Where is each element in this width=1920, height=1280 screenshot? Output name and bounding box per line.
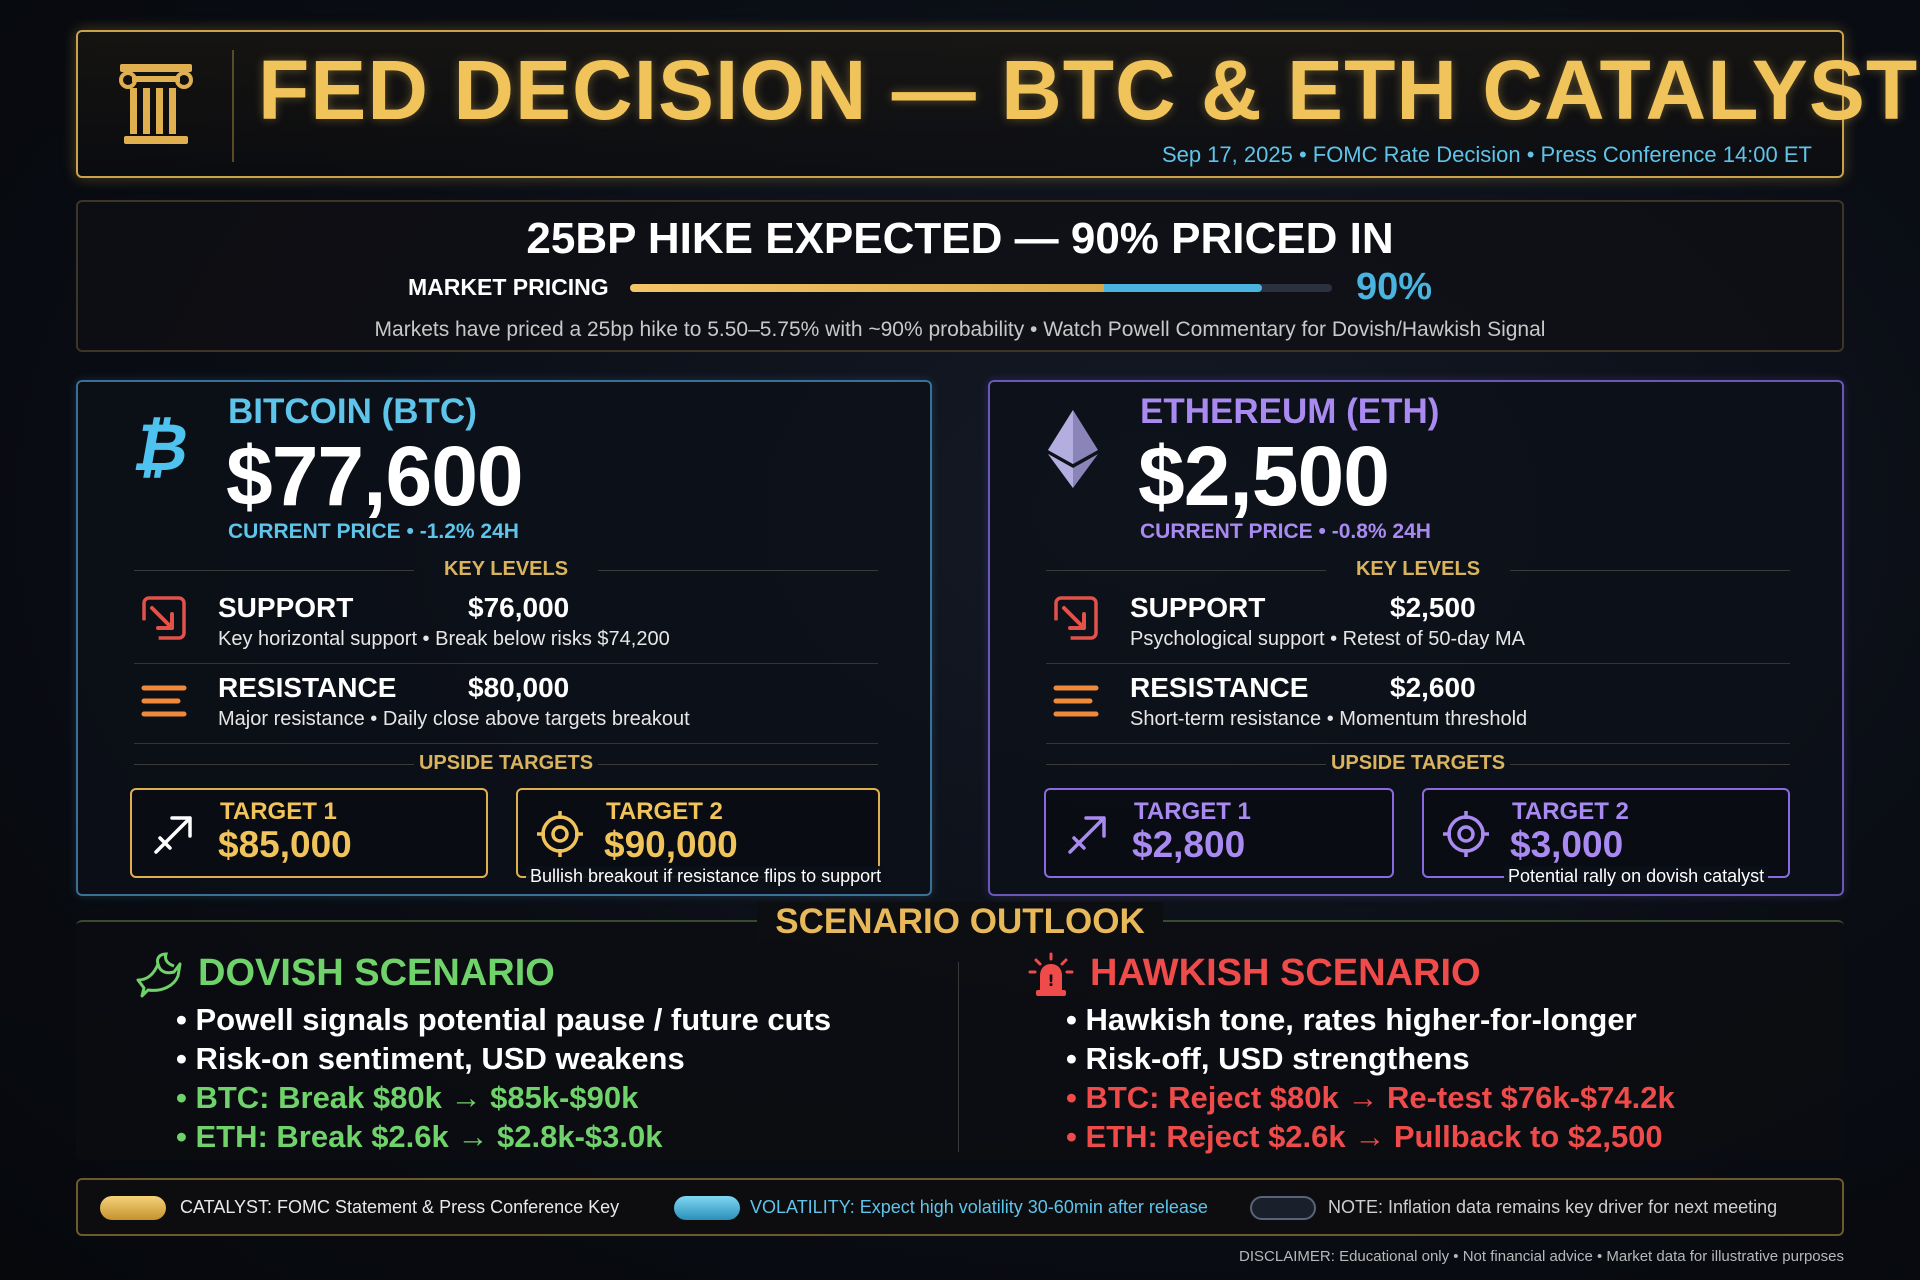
page-subtitle: Sep 17, 2025 • FOMC Rate Decision • Pres… [1161,142,1812,167]
btc-price: $77,600 [226,429,524,523]
lines-icon [1053,685,1099,717]
scenario-outlook-title-text: SCENARIO OUTLOOK [757,902,1163,941]
legend-bar: CATALYST: FOMC Statement & Press Confere… [76,1178,1844,1236]
legend-note: NOTE: Inflation data remains key driver … [1328,1197,1778,1217]
ethereum-icon [1048,410,1098,488]
list-item: Risk-off, USD strengthens [1066,1039,1675,1078]
pillar-icon [119,64,193,144]
btc-current-price-label: CURRENT PRICE • -1.2% 24H [228,520,519,543]
btc-target-2-note: Bullish breakout if resistance flips to … [526,866,886,887]
btc-upside-targets-label: UPSIDE TARGETS [134,752,878,775]
note-pill [1250,1196,1316,1220]
eth-support-desc: Psychological support • Retest of 50-day… [1130,628,1525,650]
list-item: ETH: Reject $2.6k → Pullback to $2,500 [1066,1117,1675,1156]
legend-catalyst: CATALYST: FOMC Statement & Press Confere… [180,1197,620,1217]
btc-resistance-name: RESISTANCE [218,672,397,703]
eth-target-2: TARGET 2 $3,000 Potential rally on dovis… [1422,788,1790,887]
eth-resistance-value: $2,600 [1390,672,1476,703]
btc-key-levels-label: KEY LEVELS [134,558,878,581]
pricing-progress-fill-gold [630,284,1104,292]
btc-name: BITCOIN (BTC) [228,392,477,431]
dovish-scenario-list: Powell signals potential pause / future … [176,1000,831,1156]
eth-price: $2,500 [1138,429,1390,523]
list-item: Hawkish tone, rates higher-for-longer [1066,1000,1675,1039]
eth-target-1-value: $2,800 [1132,824,1246,865]
bitcoin-icon: ₿ [128,408,195,485]
btc-target-1-value: $85,000 [218,824,352,865]
crosshair-target-icon [537,811,583,857]
eth-upside-targets-label: UPSIDE TARGETS [1046,752,1790,775]
btc-target-2-name: TARGET 2 [606,798,723,825]
dove-icon [136,952,182,998]
eth-panel: ETHEREUM (ETH) $2,500 CURRENT PRICE • -0… [988,380,1844,896]
row-divider [1046,743,1790,744]
row-divider [134,743,878,744]
page-title: FED DECISION — BTC & ETH CATALYST [258,43,1919,137]
eth-resistance-desc: Short-term resistance • Momentum thresho… [1130,708,1528,730]
btc-panel: ₿ BITCOIN (BTC) $77,600 CURRENT PRICE • … [76,380,932,896]
eth-current-price-label: CURRENT PRICE • -0.8% 24H [1140,520,1431,543]
eth-target-1: TARGET 1 $2,800 [1044,788,1394,878]
hawkish-scenario-list: Hawkish tone, rates higher-for-longer Ri… [1066,1000,1675,1156]
disclaimer: DISCLAIMER: Educational only • Not finan… [1239,1248,1844,1265]
btc-resistance-desc: Major resistance • Daily close above tar… [218,708,690,730]
svg-text:!: ! [1047,971,1054,990]
volatility-pill [674,1196,740,1220]
btc-support-desc: Key horizontal support • Break below ris… [218,628,670,650]
list-item: Risk-on sentiment, USD weakens [176,1039,831,1078]
btc-support-value: $76,000 [468,592,570,623]
eth-support-value: $2,500 [1390,592,1476,623]
alarm-icon: ! [1028,952,1074,996]
trend-up-arrow-icon [154,816,192,854]
pricing-value: 90% [1356,266,1433,308]
list-item: Powell signals potential pause / future … [176,1000,831,1039]
eth-resistance-name: RESISTANCE [1130,672,1309,703]
scenario-outlook-title: SCENARIO OUTLOOK [76,902,1844,962]
header-divider [232,50,234,162]
arrow-down-right-icon [142,596,186,640]
pricing-headline: 25BP HIKE EXPECTED — 90% PRICED IN [526,214,1394,263]
eth-target-2-value: $3,000 [1510,824,1624,865]
trend-up-arrow-icon [1068,816,1106,854]
eth-name: ETHEREUM (ETH) [1140,392,1440,431]
header-banner: FED DECISION — BTC & ETH CATALYST Sep 17… [76,30,1919,178]
pricing-label: MARKET PRICING [408,274,609,300]
eth-target-2-name: TARGET 2 [1512,798,1629,825]
row-divider [1046,663,1790,664]
market-pricing-panel: 25BP HIKE EXPECTED — 90% PRICED IN MARKE… [76,200,1844,352]
eth-target-1-name: TARGET 1 [1134,798,1251,825]
catalyst-pill [100,1196,166,1220]
btc-target-2: TARGET 2 $90,000 Bullish breakout if res… [516,788,886,887]
btc-target-1-name: TARGET 1 [220,798,337,825]
svg-text:₿: ₿ [128,408,195,485]
lines-icon [141,685,187,717]
list-item: BTC: Break $80k → $85k-$90k [176,1078,831,1117]
pricing-progress-fill-blue [1104,284,1262,292]
pricing-progress-bar [630,284,1332,292]
arrow-down-right-icon [1054,596,1098,640]
hawkish-scenario-title: HAWKISH SCENARIO [1090,952,1481,994]
btc-resistance-value: $80,000 [468,672,570,703]
btc-target-1: TARGET 1 $85,000 [130,788,488,878]
btc-support-name: SUPPORT [218,592,354,623]
dovish-scenario-title: DOVISH SCENARIO [198,952,555,994]
row-divider [134,663,878,664]
legend-volatility: VOLATILITY: Expect high volatility 30-60… [750,1197,1208,1217]
scenario-outlook-panel: SCENARIO OUTLOOK DOVISH SCENARIO Powell … [76,902,1844,1160]
btc-target-2-value: $90,000 [604,824,738,865]
pricing-note: Markets have priced a 25bp hike to 5.50–… [374,318,1546,341]
eth-support-name: SUPPORT [1130,592,1266,623]
list-item: ETH: Break $2.6k → $2.8k-$3.0k [176,1117,831,1156]
eth-key-levels-label: KEY LEVELS [1046,558,1790,581]
list-item: BTC: Reject $80k → Re-test $76k-$74.2k [1066,1078,1674,1117]
scenario-divider [958,962,959,1152]
eth-target-2-note: Potential rally on dovish catalyst [1504,866,1769,887]
crosshair-target-icon [1443,811,1489,857]
